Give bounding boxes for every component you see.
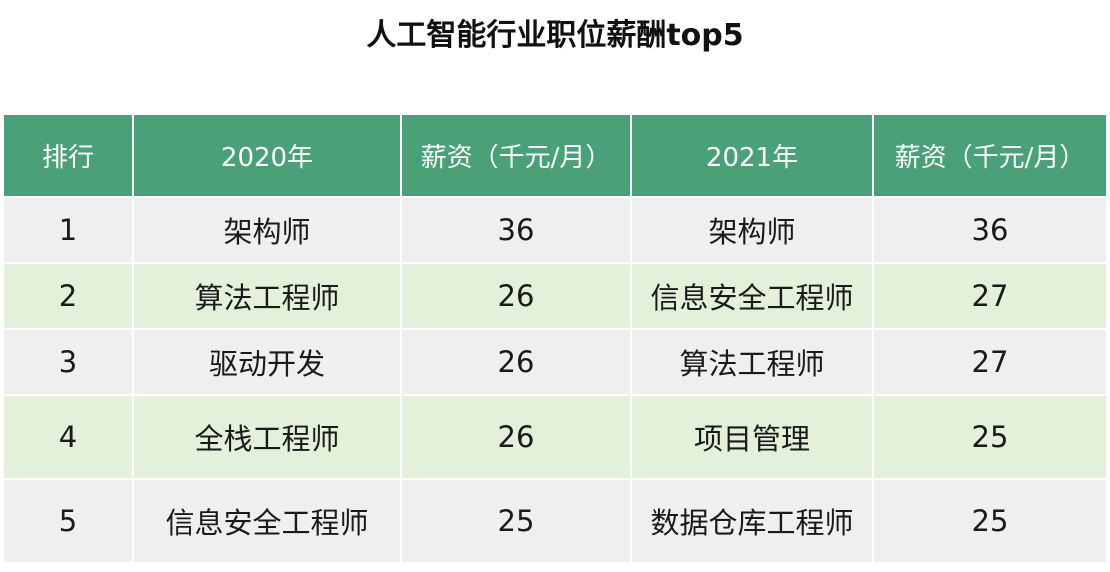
salary-2020-cell: 25 [402,480,630,562]
salary-2020-cell: 26 [402,396,630,478]
salary-2020-cell: 36 [402,198,630,262]
header-rank: 排行 [4,115,132,196]
salary-2020-cell: 26 [402,264,630,328]
table-header-row: 排行 2020年 薪资（千元/月） 2021年 薪资（千元/月） [4,115,1106,196]
page-title: 人工智能行业职位薪酬top5 [366,18,744,53]
job-2021-cell: 架构师 [632,198,872,262]
header-2020: 2020年 [134,115,400,196]
salary-table: 排行 2020年 薪资（千元/月） 2021年 薪资（千元/月） 1 架构师 3… [2,113,1108,564]
job-2020-cell: 架构师 [134,198,400,262]
job-2020-cell: 驱动开发 [134,330,400,394]
job-2020-cell: 全栈工程师 [134,396,400,478]
job-2021-cell: 信息安全工程师 [632,264,872,328]
table-row: 4 全栈工程师 26 项目管理 25 [4,396,1106,478]
rank-cell: 2 [4,264,132,328]
rank-cell: 1 [4,198,132,262]
job-2021-cell: 项目管理 [632,396,872,478]
rank-cell: 4 [4,396,132,478]
job-2021-cell: 算法工程师 [632,330,872,394]
header-salary-2021: 薪资（千元/月） [874,115,1106,196]
table-row: 3 驱动开发 26 算法工程师 27 [4,330,1106,394]
table-row: 5 信息安全工程师 25 数据仓库工程师 25 [4,480,1106,562]
job-2020-cell: 算法工程师 [134,264,400,328]
header-salary-2020: 薪资（千元/月） [402,115,630,196]
rank-cell: 5 [4,480,132,562]
table-row: 2 算法工程师 26 信息安全工程师 27 [4,264,1106,328]
salary-2020-cell: 26 [402,330,630,394]
job-2020-cell: 信息安全工程师 [134,480,400,562]
salary-2021-cell: 25 [874,480,1106,562]
job-2021-cell: 数据仓库工程师 [632,480,872,562]
salary-2021-cell: 27 [874,264,1106,328]
header-2021: 2021年 [632,115,872,196]
salary-2021-cell: 27 [874,330,1106,394]
rank-cell: 3 [4,330,132,394]
table-row: 1 架构师 36 架构师 36 [4,198,1106,262]
salary-2021-cell: 25 [874,396,1106,478]
salary-2021-cell: 36 [874,198,1106,262]
